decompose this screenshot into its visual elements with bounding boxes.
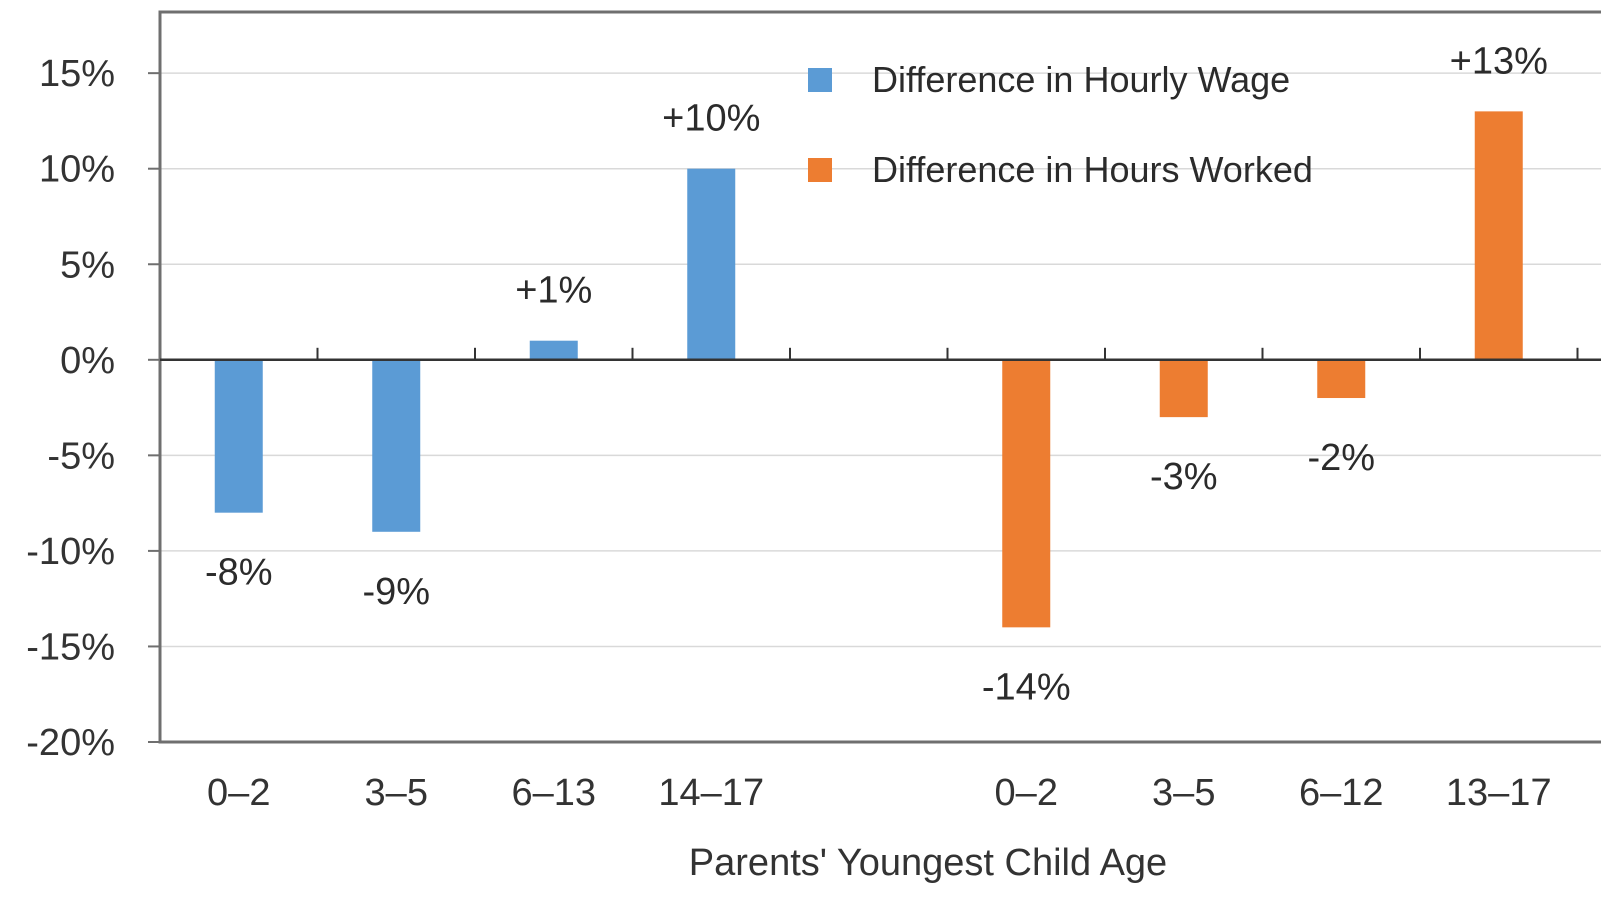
data-label: +13% xyxy=(1450,40,1548,82)
legend-swatch xyxy=(808,158,832,182)
x-tick-label: 14–17 xyxy=(658,772,764,814)
y-tick-label: 10% xyxy=(39,149,115,191)
bar xyxy=(372,359,421,532)
bars xyxy=(214,111,1523,628)
y-tick-label: 15% xyxy=(39,53,115,95)
y-tick-label: -20% xyxy=(26,722,115,764)
y-tick-label: -10% xyxy=(26,531,115,573)
bar xyxy=(529,340,578,360)
axes xyxy=(158,10,1601,744)
y-tick-label: 5% xyxy=(60,244,115,286)
y-tick-label: 0% xyxy=(60,340,115,382)
x-tick-label: 6–12 xyxy=(1299,772,1384,814)
data-label: -3% xyxy=(1150,456,1218,498)
x-tick-label: 3–5 xyxy=(1152,772,1215,814)
legend-label: Difference in Hourly Wage xyxy=(872,59,1290,100)
x-tick-label: 6–13 xyxy=(511,772,596,814)
data-label: +10% xyxy=(662,98,760,140)
x-tick-label: 13–17 xyxy=(1446,772,1552,814)
x-tick-label: 3–5 xyxy=(365,772,428,814)
y-tick-label: -15% xyxy=(26,626,115,668)
data-label: -8% xyxy=(205,552,273,594)
x-tick-label: 0–2 xyxy=(207,772,270,814)
y-axis-tick-labels: 15% 10% 5% 0% -5% -10% -15% -20% xyxy=(26,53,115,764)
bar xyxy=(1159,359,1208,418)
x-axis-tick-labels: 0–2 3–5 6–13 14–17 0–2 3–5 6–12 13–17 xyxy=(207,772,1552,814)
gridlines xyxy=(148,72,1601,743)
data-label: -14% xyxy=(982,666,1071,708)
bar xyxy=(1474,111,1523,360)
data-label: +1% xyxy=(515,270,592,312)
bar xyxy=(1317,359,1366,399)
x-axis-title: Parents' Youngest Child Age xyxy=(689,842,1167,884)
bar xyxy=(1002,359,1051,628)
y-tick-label: -5% xyxy=(47,435,115,477)
bar xyxy=(214,359,263,513)
data-label: -9% xyxy=(362,571,430,613)
plot-frame xyxy=(158,10,1601,744)
bar xyxy=(687,168,736,360)
data-labels: -8% -9% +1% +10% -14% -3% -2% +13% xyxy=(205,40,1548,708)
legend-swatch xyxy=(808,68,832,92)
legend: Difference in Hourly Wage Difference in H… xyxy=(808,59,1313,190)
x-tick-label: 0–2 xyxy=(995,772,1058,814)
data-label: -2% xyxy=(1307,437,1375,479)
legend-label: Difference in Hours Worked xyxy=(872,149,1313,190)
